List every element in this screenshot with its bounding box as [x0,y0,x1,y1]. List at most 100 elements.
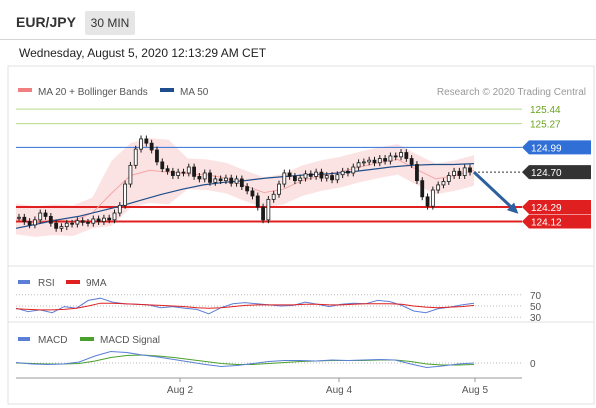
legend-swatch-rsi [18,280,30,284]
price-series [15,135,519,232]
candle-body [75,220,80,225]
price-badge-text-124.12: 124.12 [531,218,562,229]
candle-body [420,180,425,198]
candle-body [64,222,69,228]
price-badge-124.29 [522,200,591,215]
candle-body [404,152,409,159]
price-badge-124.12 [522,214,591,229]
candle-body [314,171,319,177]
candle-body [250,190,255,197]
x-axis: Aug 2 Aug 4 Aug 5 [16,377,522,396]
candle-body [165,168,170,172]
candle-body [319,171,324,179]
macd-line [15,350,475,369]
price-badge-text-124.70: 124.70 [531,168,562,179]
candle-body [293,175,297,182]
candle-body [70,222,74,225]
price-badge-text-124.99: 124.99 [531,143,562,154]
candle-body [33,219,37,226]
candle-body [101,217,106,222]
candle-body [430,189,435,207]
macd-panel: MACD MACD Signal 0 [15,335,536,370]
candle-body [86,221,90,224]
candle-body [96,218,101,222]
forecast-arrow-head [506,202,519,214]
candle-body [234,178,239,184]
candle-body [457,170,462,176]
legend-label-ma50: MA 50 [180,87,209,98]
report-datetime: Wednesday, August 5, 2020 12:13:29 AM CE… [19,46,267,60]
price-legend: MA 20 + Bollinger Bands MA 50 Research ©… [18,87,586,98]
candle-body [38,212,43,221]
rsi-9ma-line [15,302,475,311]
legend-label-9ma: 9MA [86,278,107,289]
candle-body [245,186,250,192]
candle-body [27,221,32,226]
legend-label-rsi: RSI [38,278,55,289]
candle-body [271,193,276,200]
candle-body [330,175,334,181]
candle-body [351,166,356,174]
x-tick-label: Aug 4 [326,385,353,396]
candle-body [346,170,350,174]
price-label-125.27: 125.27 [530,120,561,131]
rsi-tick-70: 70 [530,291,542,302]
x-tick-label: Aug 5 [462,385,489,396]
candle-body [218,178,223,182]
candle-body [356,162,361,168]
source-credit: Research © 2020 Trading Central [437,87,586,98]
candle-body [388,155,393,162]
candle-body [372,159,377,164]
legend-label-macd-signal: MACD Signal [100,335,160,346]
candle-body [123,183,128,206]
candle-body [452,170,456,176]
legend-swatch-ma20 [18,88,32,92]
candle-body [229,177,234,184]
candle-body [239,178,244,188]
price-label-125.44: 125.44 [530,105,561,116]
candle-body [446,175,451,182]
x-tick-label: Aug 2 [167,385,194,396]
candle-body [176,171,181,176]
candle-body [170,170,175,176]
candle-body [128,164,133,185]
legend-label-macd: MACD [38,335,67,346]
candle-body [287,172,292,177]
candle-body [261,206,265,221]
candle-body [340,170,345,176]
candle-body [383,158,388,162]
candle-body [255,195,260,208]
candle-body [133,148,138,166]
forecast-arrow-shaft [472,171,516,211]
legend-swatch-9ma [66,280,80,284]
legend-swatch-macd [18,337,30,341]
currency-pair-title: EUR/JPY [16,14,76,30]
candle-body [266,198,271,221]
candle-body [468,167,472,173]
candle-body [112,212,117,221]
candle-body [197,175,202,180]
panel-frames [7,65,595,405]
legend-swatch-ma50 [160,88,174,92]
candle-body [17,216,21,219]
candle-body [415,164,419,182]
rsi-tick-50: 50 [530,302,542,313]
price-badge-text-124.29: 124.29 [531,203,562,214]
candle-body [462,167,467,176]
candle-body [393,155,398,158]
candle-body [361,161,366,164]
candle-body [192,166,196,177]
candle-body [181,171,186,174]
timeframe-badge[interactable]: 30 MIN [85,11,135,35]
candle-body [144,138,149,144]
candle-body [107,217,112,221]
price-axis-labels: 125.44 125.27 124.99 124.70 124.29 124.12 [522,105,591,229]
rsi-panel-frame [7,265,595,323]
legend-label-ma20: MA 20 + Bollinger Bands [38,87,148,98]
candle-body [213,178,218,183]
candle-body [208,172,212,183]
price-badge-124.99 [522,140,591,155]
candle-body [298,177,303,182]
candle-body [54,222,59,229]
